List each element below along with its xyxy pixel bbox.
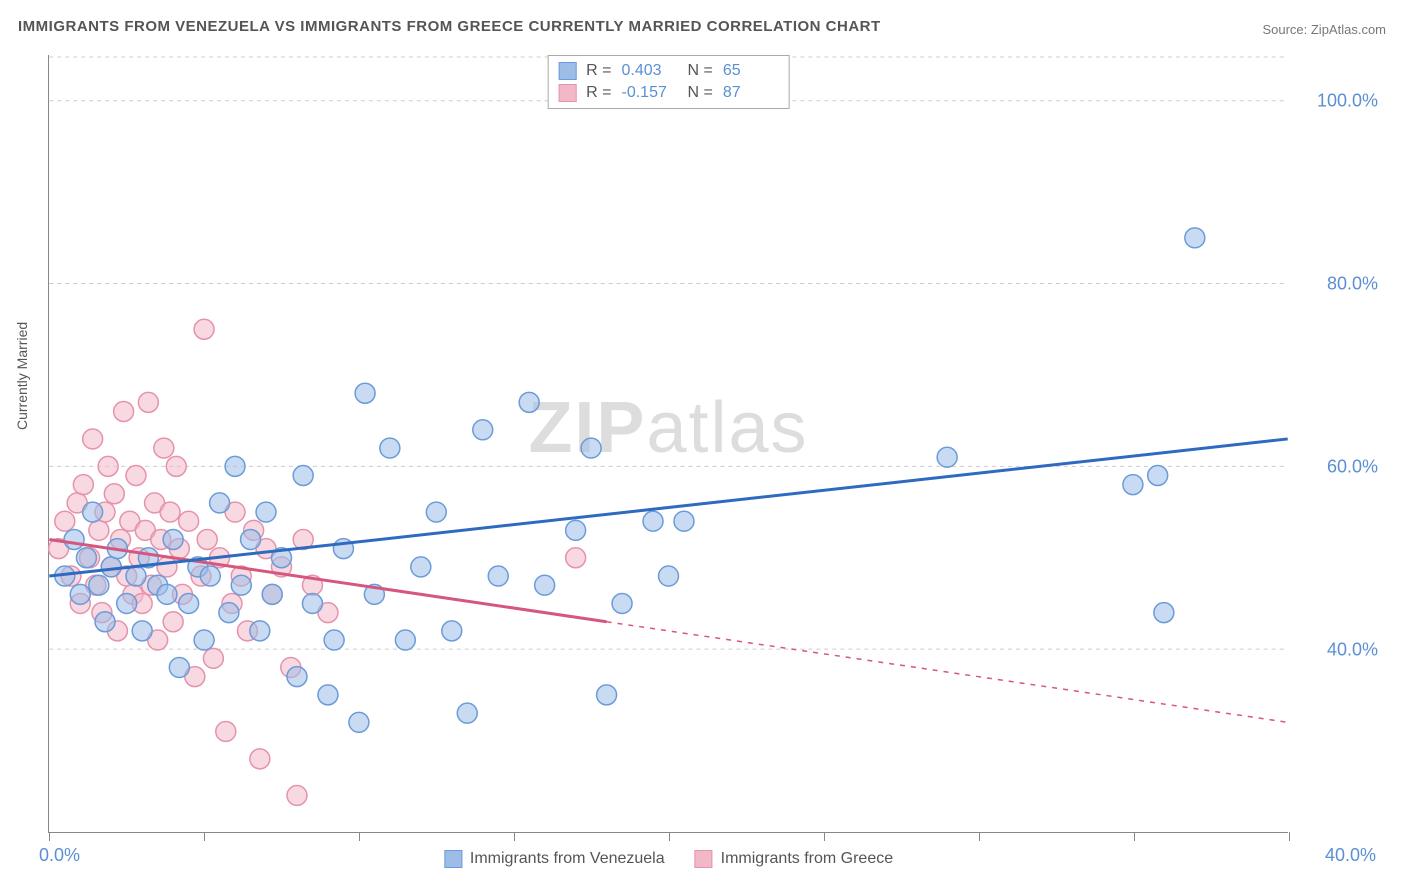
legend-item-greece: Immigrants from Greece xyxy=(695,850,893,868)
x-axis-max-label: 40.0% xyxy=(1325,845,1376,866)
plot-svg xyxy=(49,55,1288,832)
r-value-venezuela: 0.403 xyxy=(622,62,678,80)
swatch-greece xyxy=(695,850,713,868)
y-axis-label: Currently Married xyxy=(14,322,30,430)
y-tick-label: 40.0% xyxy=(1298,639,1378,660)
x-tick xyxy=(49,832,50,841)
legend-label-greece: Immigrants from Greece xyxy=(721,850,893,868)
correlation-legend: R = 0.403 N = 65 R = -0.157 N = 87 xyxy=(547,55,790,109)
swatch-venezuela xyxy=(444,850,462,868)
swatch-venezuela xyxy=(558,62,576,80)
source-attribution: Source: ZipAtlas.com xyxy=(1262,22,1386,37)
r-label: R = xyxy=(586,62,611,80)
legend-row-venezuela: R = 0.403 N = 65 xyxy=(558,60,779,82)
x-tick xyxy=(824,832,825,841)
n-label: N = xyxy=(688,62,713,80)
x-tick xyxy=(359,832,360,841)
x-tick xyxy=(1289,832,1290,841)
x-tick xyxy=(204,832,205,841)
swatch-greece xyxy=(558,84,576,102)
y-tick-label: 80.0% xyxy=(1298,273,1378,294)
x-tick xyxy=(514,832,515,841)
r-value-greece: -0.157 xyxy=(622,84,678,102)
n-value-venezuela: 65 xyxy=(723,62,779,80)
y-tick-label: 60.0% xyxy=(1298,456,1378,477)
legend-label-venezuela: Immigrants from Venezuela xyxy=(470,850,665,868)
legend-item-venezuela: Immigrants from Venezuela xyxy=(444,850,665,868)
x-axis-min-label: 0.0% xyxy=(39,845,80,866)
x-tick xyxy=(979,832,980,841)
x-tick xyxy=(1134,832,1135,841)
chart-title: IMMIGRANTS FROM VENEZUELA VS IMMIGRANTS … xyxy=(18,18,881,35)
legend-row-greece: R = -0.157 N = 87 xyxy=(558,82,779,104)
r-label: R = xyxy=(586,84,611,102)
y-tick-label: 100.0% xyxy=(1298,90,1378,111)
n-label: N = xyxy=(688,84,713,102)
plot-area: ZIPatlas R = 0.403 N = 65 R = -0.157 N =… xyxy=(48,55,1288,833)
x-tick xyxy=(669,832,670,841)
n-value-greece: 87 xyxy=(723,84,779,102)
series-legend: Immigrants from Venezuela Immigrants fro… xyxy=(444,850,893,868)
